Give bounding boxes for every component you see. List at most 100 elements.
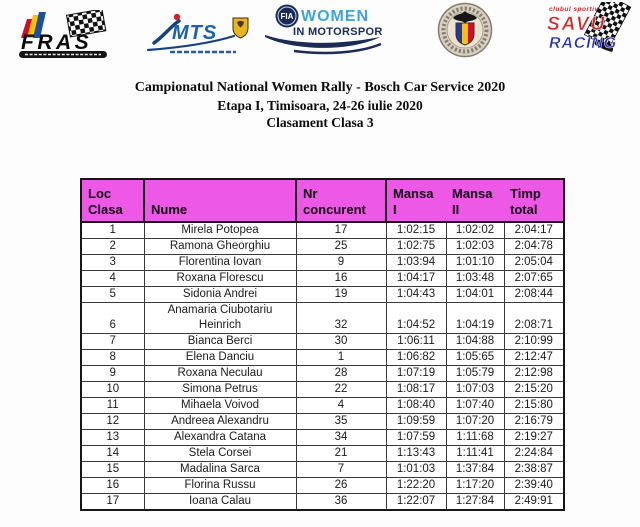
savu-name-text: SAVU <box>547 14 606 35</box>
header-line: II <box>452 201 460 217</box>
fia-badge-circle <box>275 4 299 28</box>
timp-total-cell: 2:19:27 <box>503 429 565 446</box>
mansa-1-cell: 1:08:17 <box>385 381 447 398</box>
mansa-1-cell: 1:06:11 <box>385 333 447 350</box>
title-line-classification: Clasament Clasa 3 <box>266 115 374 130</box>
table-row: 3 Florentina Iovan 9 1:03:94 1:01:10 2:05:04 <box>80 254 565 271</box>
mansa-2-cell: 1:01:10 <box>445 254 505 271</box>
timp-total-cell: 2:08:71 <box>503 302 565 334</box>
col-header-mansa-1: Mansa I <box>386 179 446 223</box>
table-row: 2 Ramona Gheorghiu 25 1:02:75 1:02:03 2:04:78 <box>80 238 565 255</box>
mts-logo: MTS <box>146 12 256 61</box>
table-row: 17 Ioana Calau 36 1:22:07 1:27:84 2:49:91 <box>80 493 565 511</box>
mansa-1-cell: 1:06:82 <box>385 349 447 366</box>
mansa-1-cell: 1:02:15 <box>385 221 447 239</box>
header-line: Mansa <box>452 186 493 201</box>
savu-racing-text: RACING <box>549 35 617 52</box>
romanian-flag-yellow-stripe <box>27 15 39 38</box>
mansa-2-cell: 1:04:88 <box>445 333 505 350</box>
timp-total-cell: 2:49:91 <box>503 493 565 511</box>
mansa-1-cell: 1:03:94 <box>385 254 447 271</box>
table-row: 8 Elena Danciu 1 1:06:82 1:05:65 2:12:47 <box>80 349 565 366</box>
mts-runner-head <box>173 13 181 21</box>
loc-clasa-cell: 7 <box>80 333 145 350</box>
mansa-1-cell: 1:22:07 <box>385 493 447 511</box>
nume-cell: Alexandra Catana <box>143 429 297 446</box>
nr-concurent-cell: 34 <box>295 429 387 446</box>
acr-badge-graphic <box>437 2 493 58</box>
header-line: Clasa <box>88 201 123 217</box>
nr-concurent-cell: 32 <box>295 302 387 334</box>
mansa-2-cell: 1:05:79 <box>445 365 505 382</box>
loc-clasa-cell: 12 <box>80 413 145 430</box>
nume-cell: Madalina Sarca <box>143 461 297 478</box>
table-row: 15 Madalina Sarca 7 1:01:03 1:37:84 2:38:87 <box>80 461 565 478</box>
mansa-2-cell: 1:11:68 <box>445 429 505 446</box>
nr-concurent-cell: 26 <box>295 477 387 494</box>
loc-clasa-cell: 8 <box>80 349 145 366</box>
mts-logo-text: MTS <box>172 22 217 44</box>
nr-concurent-cell: 30 <box>295 333 387 350</box>
loc-clasa-cell: 11 <box>80 397 145 414</box>
table-row: 13 Alexandra Catana 34 1:07:59 1:11:68 2:19:2… <box>80 429 565 446</box>
timp-total-cell: 2:12:98 <box>503 365 565 382</box>
acr-badge-logo <box>437 2 493 63</box>
loc-clasa-cell: 14 <box>80 445 145 462</box>
fia-women-in-motorsport-logo: FIA WOMEN IN MOTORSPORT <box>264 2 389 63</box>
fras-logo-text: FRAS <box>21 31 92 54</box>
mts-coat-of-arms <box>232 17 249 39</box>
loc-clasa-cell: 5 <box>80 286 145 303</box>
mansa-2-cell: 1:02:03 <box>445 238 505 255</box>
table-row: 1 Mirela Potopea 17 1:02:15 1:02:02 2:04:17 <box>80 221 565 239</box>
loc-clasa-cell: 6 <box>80 302 145 334</box>
acr-eagle-emblem <box>453 11 477 23</box>
loc-clasa-cell: 3 <box>80 254 145 271</box>
timp-total-cell: 2:16:79 <box>503 413 565 430</box>
mansa-1-cell: 1:02:75 <box>385 238 447 255</box>
mansa-2-cell: 1:11:41 <box>445 445 505 462</box>
header-line: Timp <box>510 186 541 201</box>
mansa-2-cell: 1:04:19 <box>445 302 505 334</box>
mansa-1-cell: 1:04:43 <box>385 286 447 303</box>
mansa-1-cell: 1:01:03 <box>385 461 447 478</box>
nume-cell: Simona Petrus <box>143 381 297 398</box>
nr-concurent-cell: 1 <box>295 349 387 366</box>
results-table: Loc Clasa Nume Nr concurent Mansa I Mans… <box>80 178 565 511</box>
nr-concurent-cell: 36 <box>295 493 387 511</box>
mansa-2-cell: 1:04:01 <box>445 286 505 303</box>
header-line: Nr <box>303 186 318 201</box>
mansa-2-cell: 1:37:84 <box>445 461 505 478</box>
timp-total-cell: 2:24:84 <box>503 445 565 462</box>
timp-total-cell: 2:07:65 <box>503 270 565 287</box>
nume-cell: Elena Danciu <box>143 349 297 366</box>
table-row: 5 Sidonia Andrei 19 1:04:43 1:04:01 2:08:44 <box>80 286 565 303</box>
fia-swoosh-echo <box>293 42 382 55</box>
nr-concurent-cell: 21 <box>295 445 387 462</box>
checkered-flag-icon <box>65 8 107 38</box>
mansa-2-cell: 1:17:20 <box>445 477 505 494</box>
savu-racing-logo: clubul sportiv SAVU RACING <box>546 0 638 63</box>
mansa-2-cell: 1:07:40 <box>445 397 505 414</box>
mansa-1-cell: 1:08:40 <box>385 397 447 414</box>
fia-logo-graphic: FIA WOMEN IN MOTORSPORT <box>265 4 389 55</box>
fia-swoosh <box>265 35 380 48</box>
mts-logo-graphic: MTS <box>146 13 249 54</box>
mansa-2-cell: 1:07:20 <box>445 413 505 430</box>
nr-concurent-cell: 7 <box>295 461 387 478</box>
romanian-flag-red-stripe <box>21 19 33 38</box>
fras-logo-graphic: FRAS <box>19 8 107 58</box>
header-line: Mansa <box>393 186 434 201</box>
timp-total-cell: 2:04:78 <box>503 238 565 255</box>
col-header-nr-concurent: Nr concurent <box>296 179 387 223</box>
nume-cell: Anamaria Ciubotariu Heinrich <box>143 302 297 334</box>
title-line-championship: Campionatul National Women Rally - Bosch… <box>134 80 506 95</box>
header-line: concurent <box>303 201 366 217</box>
fia-badge-text: FIA <box>281 12 294 21</box>
loc-clasa-cell: 4 <box>80 270 145 287</box>
timp-total-cell: 2:04:17 <box>503 221 565 239</box>
table-row: 12 Andreea Alexandru 35 1:09:59 1:07:20 2:16:… <box>80 413 565 430</box>
timp-total-cell: 2:15:20 <box>503 381 565 398</box>
timp-total-cell: 2:05:04 <box>503 254 565 271</box>
savu-club-text: clubul sportiv <box>549 6 599 13</box>
